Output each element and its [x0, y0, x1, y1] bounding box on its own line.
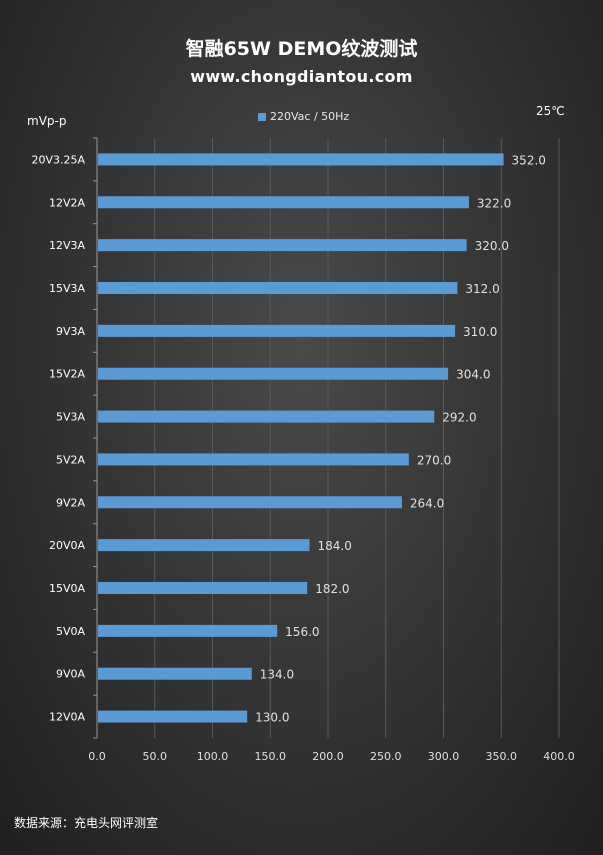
- bar: [98, 282, 458, 294]
- bar: [98, 324, 456, 337]
- data-label: 322.0: [477, 196, 511, 210]
- x-tick-label: 0.0: [88, 750, 106, 763]
- category-label: 9V0A: [56, 668, 86, 681]
- bar: [98, 367, 449, 380]
- bar: [98, 582, 308, 594]
- bar: [98, 710, 248, 723]
- x-tick-label: 250.0: [370, 750, 402, 763]
- bar: [98, 239, 467, 252]
- chart-title: 智融65W DEMO纹波测试: [185, 38, 418, 60]
- category-label: 12V3A: [49, 239, 86, 252]
- bar: [98, 196, 469, 209]
- category-label: 15V0A: [49, 582, 86, 595]
- temperature-label: 25℃: [536, 104, 565, 118]
- bar: [98, 496, 402, 509]
- data-label: 304.0: [456, 368, 490, 382]
- data-label: 134.0: [260, 668, 294, 682]
- category-label: 5V3A: [56, 411, 86, 424]
- legend-label: 220Vac / 50Hz: [270, 110, 350, 123]
- unit-label: mVp-p: [27, 114, 67, 128]
- bar: [98, 539, 310, 552]
- category-label: 12V2A: [49, 196, 86, 209]
- data-source: 数据来源：充电头网评测室: [14, 816, 159, 830]
- category-label: 15V2A: [49, 368, 86, 381]
- legend: 220Vac / 50Hz: [258, 110, 349, 123]
- category-label: 15V3A: [49, 282, 86, 295]
- category-label: 9V3A: [56, 325, 86, 338]
- data-label: 156.0: [285, 625, 319, 639]
- bar: [98, 624, 278, 637]
- x-tick-label: 150.0: [255, 750, 287, 763]
- bar: [98, 453, 409, 466]
- data-label: 270.0: [417, 453, 451, 467]
- data-label: 264.0: [410, 496, 444, 510]
- category-label: 5V0A: [56, 625, 86, 638]
- data-label: 182.0: [315, 582, 349, 596]
- legend-swatch: [258, 112, 266, 121]
- data-label: 184.0: [318, 539, 352, 553]
- bar: [98, 153, 504, 166]
- x-tick-label: 100.0: [197, 750, 229, 763]
- x-tick-label: 350.0: [486, 750, 518, 763]
- category-label: 5V2A: [56, 453, 86, 466]
- x-tick-label: 400.0: [543, 750, 575, 763]
- category-label: 20V0A: [49, 539, 86, 552]
- bar: [98, 410, 435, 423]
- x-tick-label: 50.0: [143, 750, 168, 763]
- bar: [98, 667, 252, 680]
- data-label: 352.0: [512, 153, 546, 167]
- category-label: 12V0A: [49, 711, 86, 724]
- chart-subtitle: www.chongdiantou.com: [190, 67, 413, 86]
- data-label: 310.0: [463, 325, 497, 339]
- x-tick-label: 300.0: [428, 750, 460, 763]
- category-label: 20V3.25A: [31, 153, 85, 166]
- data-label: 130.0: [255, 711, 289, 725]
- data-label: 312.0: [465, 282, 499, 296]
- category-label: 9V2A: [56, 496, 86, 509]
- x-tick-label: 200.0: [312, 750, 344, 763]
- data-label: 292.0: [442, 411, 476, 425]
- data-label: 320.0: [475, 239, 509, 253]
